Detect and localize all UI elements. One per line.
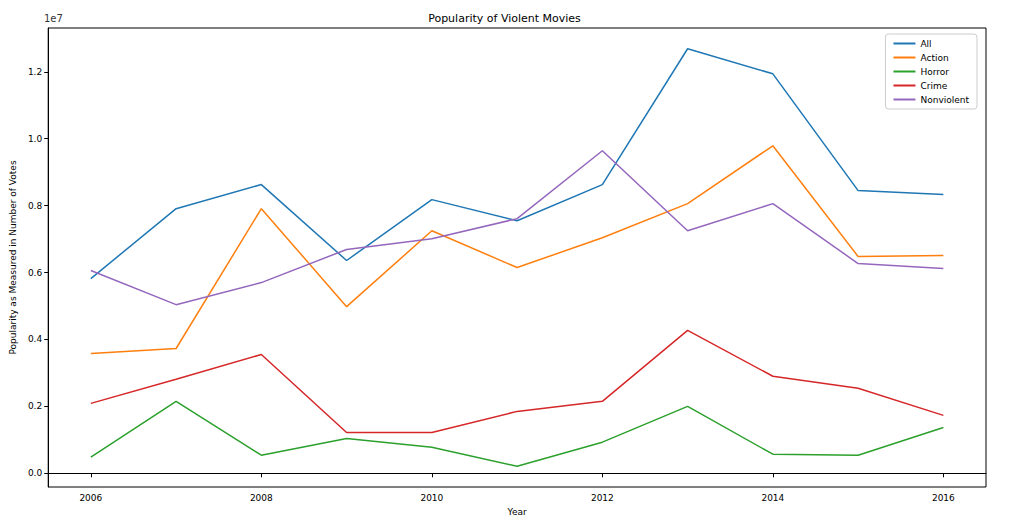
svg-text:2006: 2006: [79, 493, 102, 503]
svg-text:0.2: 0.2: [28, 401, 42, 411]
svg-text:Year: Year: [507, 507, 527, 517]
svg-text:2012: 2012: [591, 493, 614, 503]
svg-text:Horror: Horror: [920, 67, 949, 77]
svg-text:2016: 2016: [932, 493, 955, 503]
svg-text:All: All: [920, 39, 931, 49]
svg-text:0.0: 0.0: [28, 468, 43, 478]
svg-text:0.8: 0.8: [28, 201, 43, 211]
svg-text:2008: 2008: [250, 493, 273, 503]
svg-text:1.0: 1.0: [28, 134, 43, 144]
svg-text:1e7: 1e7: [44, 13, 63, 24]
svg-text:2014: 2014: [761, 493, 784, 503]
svg-text:2010: 2010: [420, 493, 443, 503]
svg-text:1.2: 1.2: [28, 67, 42, 77]
svg-text:Crime: Crime: [920, 81, 947, 91]
svg-text:Popularity of Violent Movies: Popularity of Violent Movies: [428, 12, 581, 25]
svg-text:0.6: 0.6: [28, 268, 43, 278]
svg-text:0.4: 0.4: [28, 334, 43, 344]
svg-text:Action: Action: [920, 53, 948, 63]
svg-text:Popularity as Measured in Numb: Popularity as Measured in Number of Vote…: [8, 160, 18, 354]
svg-text:Nonviolent: Nonviolent: [920, 95, 969, 105]
